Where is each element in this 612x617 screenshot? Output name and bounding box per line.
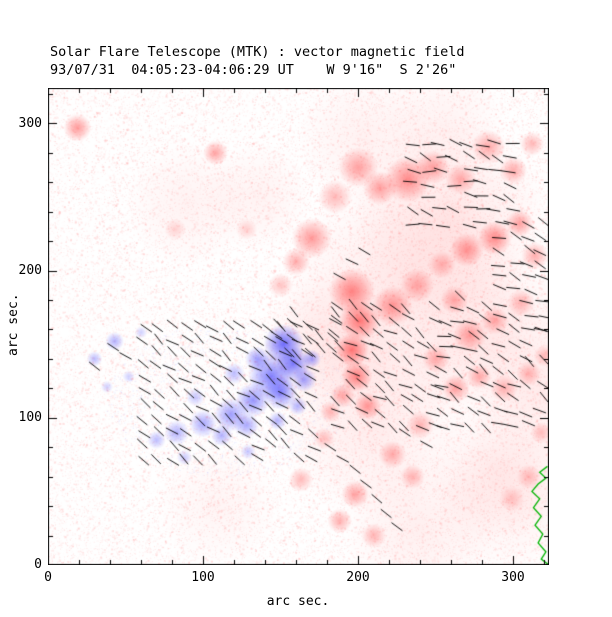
magnetogram-canvas [48,88,549,565]
x-axis-label: arc sec. [266,594,330,609]
y-axis-label: arc sec. [6,293,21,356]
x-tick-label: 300 [501,570,525,585]
x-tick-label: 0 [44,570,52,585]
y-tick-label: 0 [34,557,42,572]
x-tick-label: 200 [346,570,370,585]
figure-title: Solar Flare Telescope (MTK) : vector mag… [50,44,465,60]
figure-subtitle: 93/07/31 04:05:23-04:06:29 UT W 9'16" S … [50,62,457,78]
y-tick-label: 100 [18,410,42,425]
y-tick-label: 300 [18,116,42,131]
y-tick-label: 200 [18,263,42,278]
x-tick-label: 100 [191,570,215,585]
